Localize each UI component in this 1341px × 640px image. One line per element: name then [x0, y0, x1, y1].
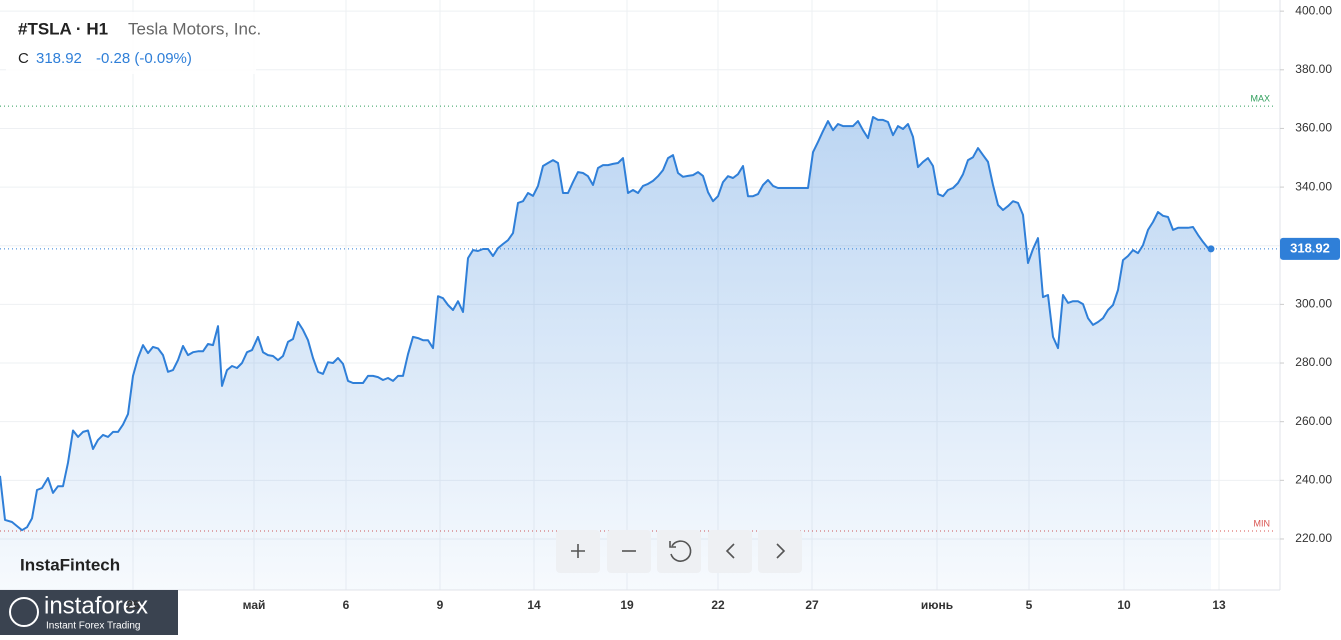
- icon: [776, 543, 786, 559]
- x-tick-label: 6: [343, 598, 350, 612]
- y-tick-label: 300.00: [1295, 297, 1332, 311]
- x-tick-label: май: [243, 598, 266, 612]
- y-tick-label: 400.00: [1295, 3, 1332, 17]
- close-value: 318.92: [36, 50, 82, 67]
- last-price-label: 318.92: [1290, 240, 1330, 255]
- icon: [725, 543, 735, 559]
- y-tick-label: 340.00: [1295, 179, 1332, 193]
- x-tick-label: 13: [1212, 598, 1226, 612]
- x-tick-label: 5: [1026, 598, 1033, 612]
- logo-bg: [0, 590, 178, 635]
- x-tick-label: 14: [527, 598, 541, 612]
- y-tick-label: 260.00: [1295, 414, 1332, 428]
- last-price-tag: [1280, 237, 1340, 260]
- y-tick-label: 360.00: [1295, 121, 1332, 135]
- x-tick-label: 9: [437, 598, 444, 612]
- x-tick-label: июнь: [921, 598, 953, 612]
- zoom-controls: [556, 530, 802, 573]
- y-tick-label: 220.00: [1295, 531, 1332, 545]
- legend-bg: [6, 12, 256, 74]
- y-tick-label: 240.00: [1295, 472, 1332, 486]
- y-tick-label: 280.00: [1295, 355, 1332, 369]
- x-tick-label: 27: [805, 598, 819, 612]
- symbol: #TSLA · H1: [18, 19, 108, 38]
- close-label: C: [18, 50, 29, 67]
- logo-icon: [9, 597, 39, 627]
- level-label: MAX: [1250, 94, 1270, 104]
- brand-tagline: Instant Forex Trading: [46, 621, 141, 632]
- icon: [669, 540, 692, 562]
- area-fill: [0, 117, 1211, 590]
- level-label: MIN: [1254, 518, 1271, 528]
- icon: [571, 544, 585, 558]
- price-line: [0, 116, 1212, 532]
- y-tick-label: 380.00: [1295, 62, 1332, 76]
- x-tick-label: 10: [1117, 598, 1131, 612]
- brand-name: instaforex: [44, 592, 148, 619]
- scroll-left-button[interactable]: [708, 530, 752, 573]
- close-change: -0.28 (-0.09%): [96, 50, 192, 67]
- x-tick-label: 19: [620, 598, 634, 612]
- scroll-right-button[interactable]: [758, 530, 802, 573]
- watermark: InstaFintech: [20, 555, 120, 574]
- x-tick-label: 22: [711, 598, 725, 612]
- company: Tesla Motors, Inc.: [128, 19, 261, 38]
- reset-button[interactable]: [657, 530, 701, 573]
- last-point: [1207, 245, 1215, 253]
- x-tick-label: 25: [126, 598, 140, 612]
